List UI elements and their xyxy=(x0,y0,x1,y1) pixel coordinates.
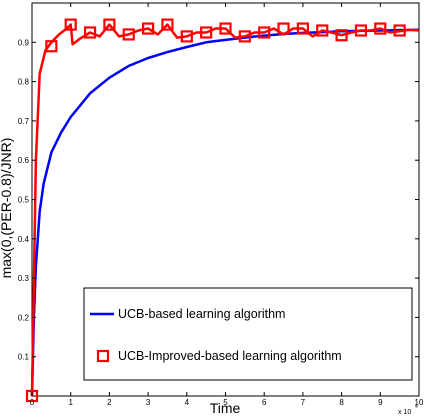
x-tick-label: 1 xyxy=(68,398,73,407)
x-tick-label: 7 xyxy=(301,398,306,407)
legend-swatch-ucb-improved xyxy=(96,349,110,363)
legend-box xyxy=(83,287,413,381)
series-marker-ucb-improved xyxy=(316,24,329,37)
x-tick-label: 3 xyxy=(146,398,151,407)
axis-ticks: 0 1 2 3 4 5 6 7 8 9 10 0.1 0.2 0.3 0.4 0.5 0.6 0.7 0.8 0.9 xyxy=(18,3,424,407)
series-marker-ucb-improved xyxy=(335,29,348,42)
series-line-ucb-improved xyxy=(30,23,420,397)
y-tick-label: 0.8 xyxy=(18,78,30,87)
y-tick-label: 0.2 xyxy=(18,313,30,322)
series-marker-ucb-improved xyxy=(45,40,58,53)
x-axis-label: Time xyxy=(210,400,241,416)
series-marker-ucb-improved xyxy=(277,22,290,35)
y-tick-label: 0.7 xyxy=(18,117,30,126)
series-marker-ucb-improved xyxy=(83,26,97,39)
series-marker-ucb-improved xyxy=(200,26,213,39)
series-marker-ucb-improved xyxy=(296,22,309,35)
series-marker-ucb-improved xyxy=(219,22,232,35)
series-marker-ucb-improved xyxy=(64,18,77,31)
series-marker-ucb-improved xyxy=(354,24,368,37)
series-marker-ucb-improved xyxy=(180,30,193,43)
y-tick-label: 0.9 xyxy=(18,38,30,47)
y-axis-label: max(0,(PER-0.8)/JNR) xyxy=(0,138,14,279)
series-marker-ucb-improved xyxy=(161,18,174,31)
y-tick-label: 0.1 xyxy=(18,353,30,362)
y-tick-label: 0.3 xyxy=(18,274,30,283)
series-marker-ucb-improved xyxy=(142,22,155,35)
series-marker-ucb-improved xyxy=(103,18,116,31)
x-tick-label: 0 xyxy=(30,398,35,407)
y-tick-label: 0.4 xyxy=(18,235,30,244)
series-marker-ucb-improved xyxy=(374,22,387,35)
series-marker-ucb-improved xyxy=(258,26,271,39)
series-marker-ucb-improved xyxy=(393,24,406,37)
series-marker-ucb-improved xyxy=(238,30,251,43)
x-axis-multiplier-exponent: 4 xyxy=(415,404,418,410)
y-tick-label: 0.5 xyxy=(18,196,30,205)
x-tick-label: 10 xyxy=(415,398,424,407)
x-tick-label: 2 xyxy=(107,398,112,407)
series-marker-ucb-improved xyxy=(122,28,135,41)
series-line-ucb xyxy=(30,28,420,397)
x-tick-label: 8 xyxy=(339,398,344,407)
x-tick-label: 4 xyxy=(185,398,190,407)
x-axis-multiplier: x 10 xyxy=(398,409,411,416)
legend: UCB-based learning algorithm UCB-Improve… xyxy=(83,287,413,381)
x-tick-label: 9 xyxy=(378,398,383,407)
x-tick-label: 5 xyxy=(223,398,228,407)
series-marker-ucb-improved xyxy=(25,389,39,403)
y-tick-label: 0.6 xyxy=(18,156,30,165)
legend-label-ucb: UCB-based learning algorithm xyxy=(118,307,285,321)
legend-label-ucb-improved: UCB-Improved-based learning algorithm xyxy=(118,349,342,363)
x-tick-label: 6 xyxy=(262,398,267,407)
